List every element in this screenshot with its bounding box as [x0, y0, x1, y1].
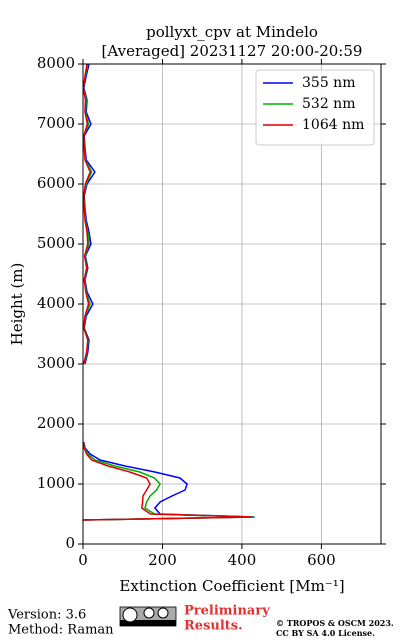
- preliminary-note: Results.: [184, 619, 243, 634]
- profile-line: [82, 63, 254, 521]
- legend-label: 532 nm: [302, 96, 355, 112]
- y-tick-label: 2000: [37, 414, 75, 432]
- y-tick-label: 1000: [37, 474, 75, 492]
- x-axis-label: Extinction Coefficient [Mm⁻¹]: [119, 577, 344, 595]
- legend-box: [255, 69, 375, 146]
- legend-label: 1064 nm: [302, 117, 364, 133]
- y-tick-label: 4000: [37, 294, 75, 312]
- x-tick-label: 600: [307, 551, 336, 569]
- chart-subtitle: [Averaged] 20231127 20:00-20:59: [102, 42, 363, 60]
- y-tick-label: 7000: [37, 114, 75, 132]
- preliminary-note: Preliminary: [184, 604, 270, 619]
- version: Version: 3.6: [7, 608, 86, 623]
- legend: 355 nm 532 nm 1064 nm: [255, 69, 375, 146]
- chart-title: pollyxt_cpv at Mindelo: [146, 23, 318, 41]
- y-tick-label: 0: [65, 534, 75, 552]
- profile-line: [82, 63, 255, 521]
- profile-line: [82, 63, 252, 521]
- method: Method: Raman: [8, 623, 114, 638]
- plot-frame: [82, 63, 382, 545]
- y-axis-label: Height (m): [8, 263, 26, 346]
- y-tick-label: 8000: [37, 54, 75, 72]
- copyright: © TROPOS & OSCM 2023.: [276, 618, 394, 628]
- x-tick-label: 400: [228, 551, 257, 569]
- legend-label: 355 nm: [302, 75, 355, 91]
- license-logo: [119, 606, 177, 627]
- y-tick-label: 5000: [37, 234, 75, 252]
- x-tick-label: 0: [78, 551, 88, 569]
- copyright: CC BY SA 4.0 License.: [276, 628, 375, 638]
- y-tick-label: 3000: [37, 354, 75, 372]
- x-tick-label: 200: [148, 551, 177, 569]
- y-tick-label: 6000: [37, 174, 75, 192]
